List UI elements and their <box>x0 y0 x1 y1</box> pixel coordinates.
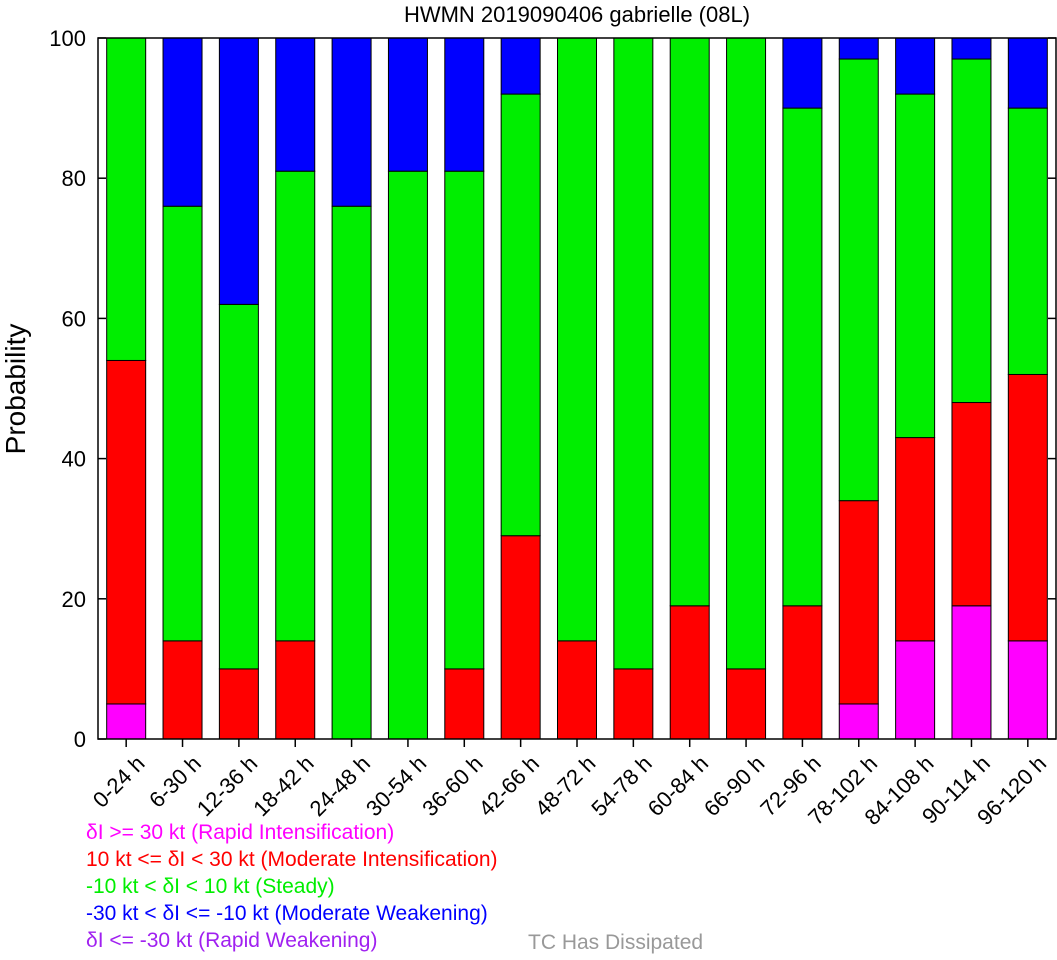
legend-tc-dissipated: TC Has Dissipated <box>528 931 704 954</box>
bar-segment-2-11 <box>726 37 767 670</box>
x-tick-label: 0-24 h <box>88 751 150 813</box>
bar-segment-1-7 <box>500 535 541 740</box>
x-axis-ticks: 0-24 h6-30 h12-36 h18-42 h24-48 h30-54 h… <box>88 739 1051 830</box>
bar-segment-3-7 <box>500 37 541 95</box>
bar-segment-3-4 <box>331 37 372 207</box>
legend: δI >= 30 kt (Rapid Intensification) 10 k… <box>86 819 498 954</box>
y-tick-label: 60 <box>62 306 86 331</box>
bar-segment-2-16 <box>1007 107 1048 375</box>
y-axis-ticks: 0 20 40 60 80 100 <box>49 26 1056 752</box>
bar-segment-0-15 <box>951 605 992 740</box>
bar-segment-3-1 <box>162 37 203 207</box>
y-tick-label: 20 <box>62 587 86 612</box>
y-tick-label: 40 <box>62 447 86 472</box>
x-tick-label: 24-48 h <box>305 751 375 821</box>
bar-segment-2-12 <box>782 107 823 607</box>
bar-segment-3-3 <box>275 37 316 172</box>
bar-segment-1-12 <box>782 605 823 740</box>
y-tick-label: 0 <box>74 727 86 752</box>
bar-segment-1-15 <box>951 402 992 607</box>
x-tick-label: 54-78 h <box>586 751 656 821</box>
bar-segment-1-16 <box>1007 373 1048 642</box>
bar-segment-0-16 <box>1007 640 1048 740</box>
x-tick-label: 66-90 h <box>699 751 769 821</box>
bar-segment-2-2 <box>218 303 259 670</box>
bar-segment-1-0 <box>106 359 147 705</box>
bar-segment-2-9 <box>613 37 654 670</box>
bar-segment-1-2 <box>218 668 259 740</box>
bar-segment-2-3 <box>275 170 316 642</box>
legend-moderate-intensification: 10 kt <= δI < 30 kt (Moderate Intensific… <box>86 848 498 871</box>
bar-segment-3-6 <box>444 37 485 172</box>
bar-segment-2-4 <box>331 205 372 740</box>
bar-segment-3-15 <box>951 37 992 60</box>
bar-segment-2-7 <box>500 93 541 537</box>
bar-segment-2-1 <box>162 205 203 642</box>
x-tick-label: 30-54 h <box>361 751 431 821</box>
x-tick-label: 60-84 h <box>643 751 713 821</box>
bar-segment-0-0 <box>106 703 147 740</box>
bar-segment-1-10 <box>669 605 710 740</box>
chart-title: HWMN 2019090406 gabrielle (08L) <box>404 2 750 27</box>
y-tick-label: 80 <box>62 166 86 191</box>
bar-segment-1-9 <box>613 668 654 740</box>
bar-segment-3-12 <box>782 37 823 109</box>
bar-segment-2-0 <box>106 37 147 361</box>
bar-segment-3-5 <box>387 37 428 172</box>
bar-segment-3-13 <box>838 37 879 60</box>
bar-segment-0-14 <box>895 640 936 740</box>
bar-segment-1-8 <box>557 640 597 740</box>
x-tick-label: 12-36 h <box>192 751 262 821</box>
legend-moderate-weakening: -30 kt < δI <= -10 kt (Moderate Weakenin… <box>86 902 488 925</box>
legend-rapid-intensification: δI >= 30 kt (Rapid Intensification) <box>86 821 395 844</box>
bar-segment-3-14 <box>895 37 936 95</box>
x-tick-label: 36-60 h <box>417 751 487 821</box>
bar-segment-3-2 <box>218 37 259 305</box>
legend-rapid-weakening: δI <= -30 kt (Rapid Weakening) <box>86 929 378 952</box>
bar-segment-2-5 <box>387 170 428 740</box>
bar-segment-2-15 <box>951 58 992 404</box>
bar-segment-1-6 <box>444 668 485 740</box>
bar-segment-2-13 <box>838 58 879 502</box>
bar-segment-1-3 <box>275 640 316 740</box>
bar-segment-2-14 <box>895 93 936 439</box>
x-tick-label: 48-72 h <box>530 751 600 821</box>
bar-segment-1-1 <box>162 640 203 740</box>
bar-segment-2-6 <box>444 170 485 670</box>
x-tick-label: 18-42 h <box>248 751 318 821</box>
bar-segment-2-8 <box>557 37 597 642</box>
y-tick-label: 100 <box>49 26 86 51</box>
x-tick-label: 42-66 h <box>474 751 544 821</box>
y-axis-label: Probability <box>0 324 31 455</box>
bar-segment-1-14 <box>895 437 936 642</box>
bar-segment-1-11 <box>726 668 767 740</box>
bars-group <box>106 37 1048 740</box>
bar-segment-0-13 <box>838 703 879 740</box>
bar-segment-2-10 <box>669 37 710 607</box>
bar-segment-3-16 <box>1007 37 1048 109</box>
legend-steady: -10 kt < δI < 10 kt (Steady) <box>86 875 335 898</box>
bar-segment-1-13 <box>838 500 879 705</box>
